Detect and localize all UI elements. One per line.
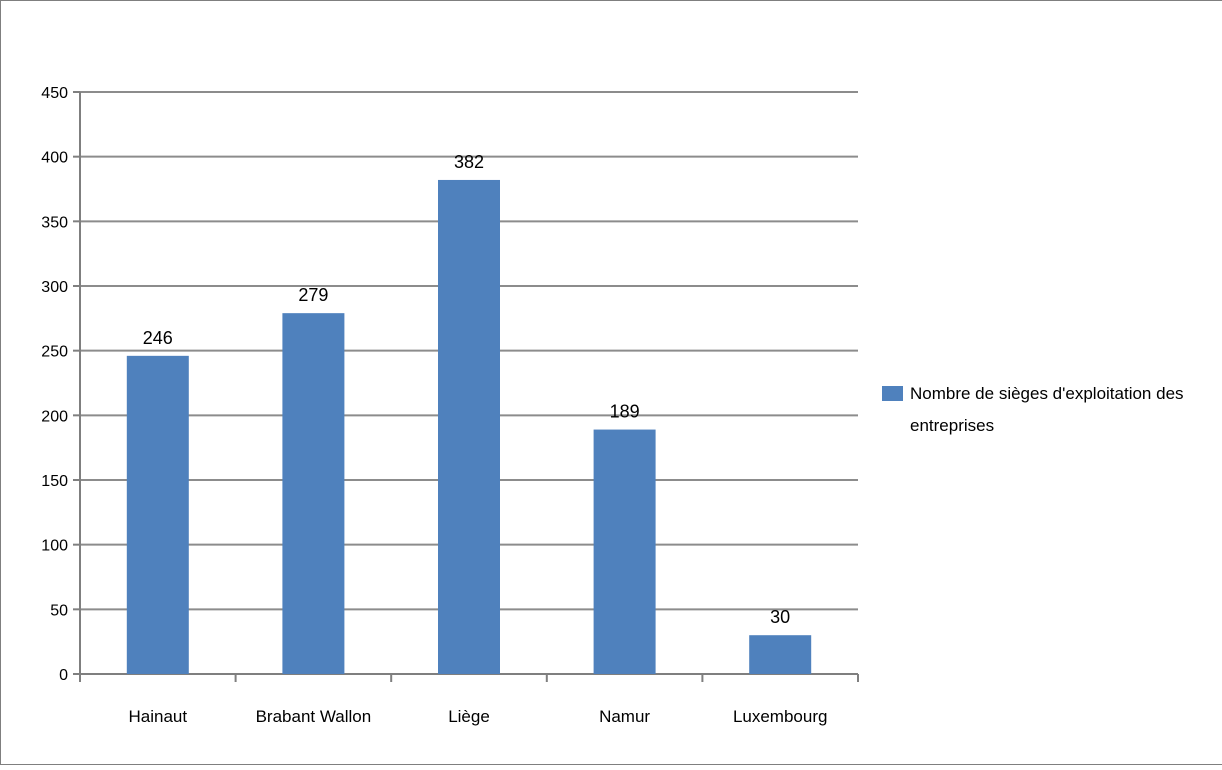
- data-label: 246: [143, 328, 173, 348]
- y-tick-label: 400: [41, 150, 68, 167]
- data-label: 30: [770, 607, 790, 627]
- legend-swatch: [882, 386, 903, 401]
- bar: [749, 635, 811, 674]
- legend-label-line-1: Nombre de sièges d'exploitation des: [910, 384, 1184, 403]
- data-label: 189: [610, 402, 640, 422]
- y-tick-label: 150: [41, 473, 68, 490]
- y-tick-label: 200: [41, 408, 68, 425]
- y-tick-label: 100: [41, 538, 68, 555]
- bar: [438, 180, 500, 674]
- data-label: 382: [454, 152, 484, 172]
- y-tick-label: 250: [41, 344, 68, 361]
- data-label: 279: [298, 285, 328, 305]
- y-tick-label: 0: [59, 667, 68, 684]
- x-category-label: Namur: [599, 707, 650, 726]
- x-category-label: Hainaut: [128, 707, 187, 726]
- bar: [127, 356, 189, 674]
- y-tick-label: 50: [50, 602, 68, 619]
- x-category-label: Luxembourg: [733, 707, 828, 726]
- legend-label-line-2: entreprises: [910, 416, 994, 435]
- bar: [594, 430, 656, 674]
- y-tick-label: 350: [41, 214, 68, 231]
- bar: [282, 313, 344, 674]
- x-category-label: Brabant Wallon: [256, 707, 372, 726]
- x-category-label: Liège: [448, 707, 490, 726]
- y-tick-label: 450: [41, 85, 68, 102]
- y-tick-label: 300: [41, 279, 68, 296]
